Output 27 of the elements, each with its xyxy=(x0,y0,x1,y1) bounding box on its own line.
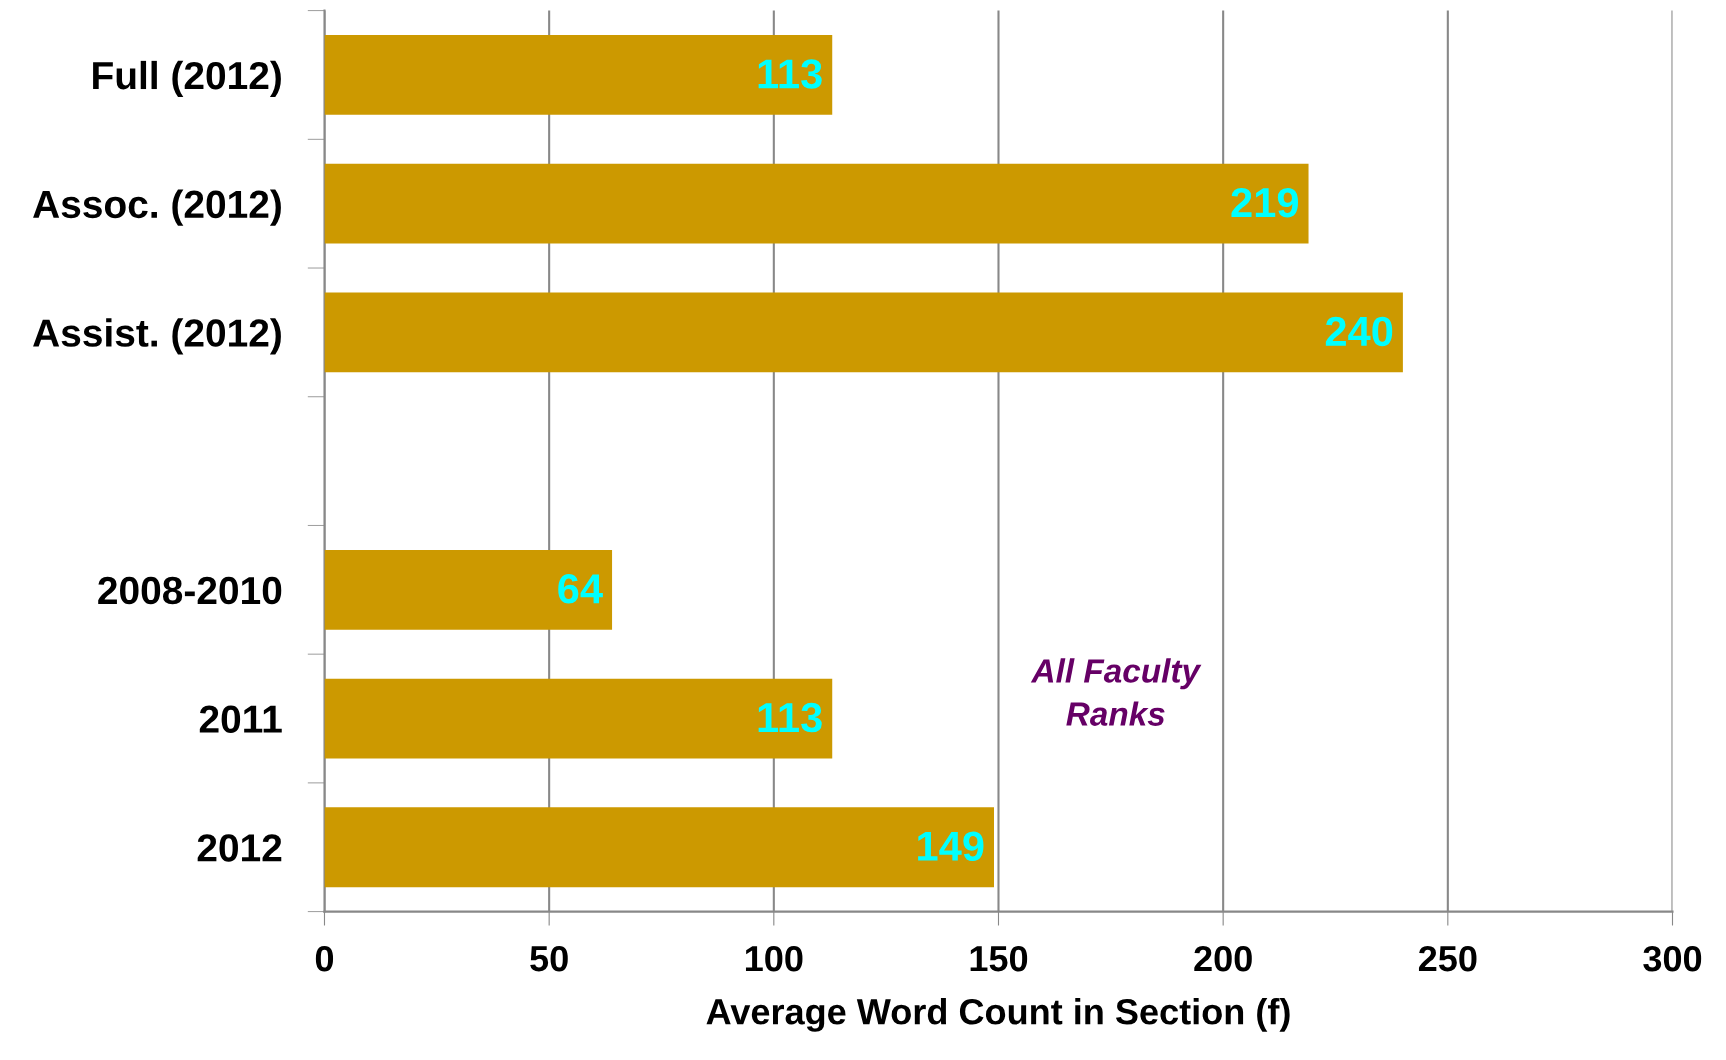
data-label: 149 xyxy=(918,831,984,861)
y-tick-label: Assoc. (2012) xyxy=(33,189,281,226)
bar xyxy=(324,292,1403,373)
bar xyxy=(324,678,833,759)
bar xyxy=(324,549,613,630)
x-tick-label: 200 xyxy=(1194,945,1252,972)
x-tick-label: 150 xyxy=(970,945,1028,972)
x-tick-label: 0 xyxy=(315,945,334,972)
x-tick-label: 50 xyxy=(530,945,568,972)
data-label: 64 xyxy=(558,574,603,604)
bar xyxy=(324,163,1309,244)
x-tick-label: 250 xyxy=(1418,945,1477,972)
y-tick-label: 2012 xyxy=(197,834,282,862)
x-tick-label: 300 xyxy=(1643,945,1702,972)
data-label: 240 xyxy=(1325,316,1393,347)
y-tick-label: 2011 xyxy=(199,705,282,733)
data-label: 113 xyxy=(758,702,822,733)
y-tick-label: Full (2012) xyxy=(93,60,281,98)
bar xyxy=(324,807,994,888)
bar xyxy=(324,35,833,115)
x-axis-title: Average Word Count in Section (f) xyxy=(706,998,1290,1032)
data-label: 113 xyxy=(758,59,822,89)
data-label: 219 xyxy=(1231,187,1299,218)
y-tick-label: Assist. (2012) xyxy=(33,318,281,355)
annotation: All Faculty Ranks xyxy=(1030,658,1202,726)
x-tick-label: 100 xyxy=(745,945,803,972)
y-tick-label: 2008-2010 xyxy=(98,576,282,605)
